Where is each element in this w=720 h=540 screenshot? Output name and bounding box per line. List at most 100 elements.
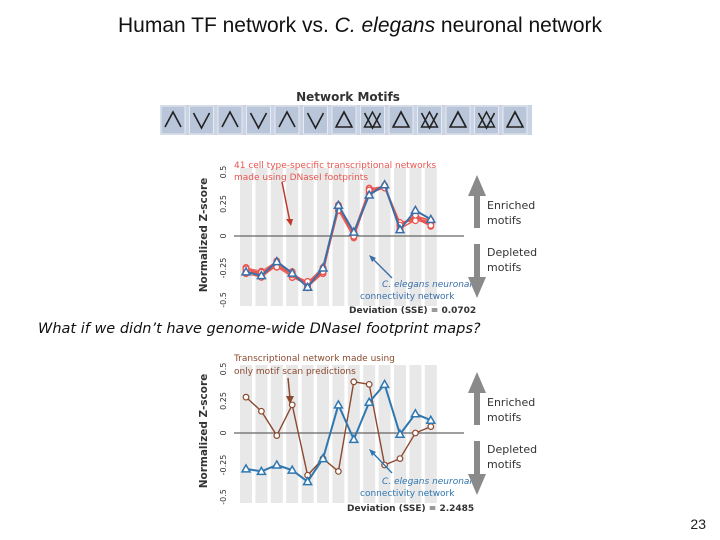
bottom-stripe bbox=[286, 365, 299, 503]
top-elegans-label-1: C. elegans neuronal bbox=[382, 280, 472, 290]
top-chart: 0.5 0.25 0 -0.25 -0.5 Normalized Z-score 41 … bbox=[198, 161, 537, 316]
bottom-elegans-label-1: C. elegans neuronal bbox=[382, 477, 472, 487]
top-stripe bbox=[409, 168, 422, 306]
bottom-elegans-point bbox=[425, 414, 437, 424]
bottom-ytick-label: -0.25 bbox=[219, 455, 228, 476]
bottom-elegans-point bbox=[363, 396, 375, 407]
slide-title: Human TF network vs. C. elegans neuronal… bbox=[117, 14, 603, 37]
top-stripe bbox=[240, 168, 252, 306]
bottom-ytick-label: 0 bbox=[219, 430, 228, 435]
bottom-stripe bbox=[301, 365, 314, 503]
motif-triangle-icon bbox=[363, 110, 382, 128]
motif-icon-box bbox=[417, 105, 442, 135]
motif-icon-box bbox=[274, 105, 300, 135]
bottom-deviation: Deviation (SSE) = 2.2485 bbox=[347, 504, 474, 514]
bottom-elegans-point bbox=[317, 453, 329, 463]
bottom-enriched-2: motifs bbox=[487, 411, 522, 424]
bottom-motif-scan-point bbox=[273, 432, 281, 439]
top-annotation-1: 41 cell type-specific transcriptional ne… bbox=[234, 161, 437, 171]
motif-triangle-icon bbox=[334, 110, 354, 128]
top-stripe bbox=[332, 168, 345, 306]
bottom-motif-scan-point bbox=[258, 407, 265, 415]
motif-triangle-icon bbox=[391, 110, 411, 128]
top-elegans-arrowhead bbox=[369, 255, 376, 262]
top-depleted-arrow bbox=[468, 244, 486, 298]
top-stripe bbox=[255, 168, 268, 306]
motif-icon-box bbox=[474, 105, 499, 135]
top-elegans-point bbox=[333, 199, 344, 210]
top-ytick-label: -0.25 bbox=[219, 258, 228, 279]
motif-icon bbox=[363, 112, 382, 130]
motif-icon bbox=[477, 112, 496, 130]
top-ytick-label: 0.25 bbox=[219, 195, 228, 213]
top-stripe bbox=[286, 168, 299, 306]
bottom-ytick-label: 0.25 bbox=[219, 392, 228, 410]
bottom-elegans-point bbox=[394, 428, 406, 439]
top-stripe bbox=[394, 168, 406, 306]
top-enriched-arrow bbox=[468, 175, 486, 228]
top-y-ticks: 0.5 0.25 0 -0.25 -0.5 bbox=[219, 166, 228, 308]
motif-icon-box bbox=[189, 105, 214, 135]
bottom-annotation-2: only motif scan predictions bbox=[234, 367, 356, 377]
bottom-stripe bbox=[424, 365, 437, 503]
top-elegans-point bbox=[317, 262, 329, 272]
top-annotation-arrowhead bbox=[286, 219, 293, 226]
top-elegans-point bbox=[286, 267, 298, 277]
top-ytick-label: 0 bbox=[219, 233, 228, 238]
motif-icon bbox=[306, 112, 325, 130]
top-elegans-point bbox=[256, 270, 267, 280]
bottom-stripe bbox=[240, 365, 252, 503]
motif-icon bbox=[420, 112, 439, 130]
top-series bbox=[240, 179, 437, 292]
bottom-stripe bbox=[317, 365, 329, 503]
question-caption: What if we didn’t have genome-wide DNase… bbox=[38, 321, 481, 337]
motif-icon bbox=[221, 110, 239, 128]
bottom-elegans-point bbox=[240, 463, 252, 473]
top-stripe bbox=[317, 168, 329, 306]
bottom-motif-scan-point bbox=[427, 423, 435, 431]
top-ylabel: Normalized Z-score bbox=[198, 178, 210, 293]
top-footprint-network-point bbox=[427, 222, 435, 229]
bottom-elegans-point bbox=[348, 433, 360, 444]
bottom-motif-scan-point bbox=[396, 455, 404, 463]
bottom-elegans-point bbox=[271, 459, 283, 469]
bottom-motif-scan-point bbox=[242, 393, 250, 401]
bottom-enriched-arrow bbox=[468, 372, 486, 425]
bottom-elegans-point bbox=[410, 408, 421, 418]
motif-icon bbox=[278, 110, 296, 128]
top-elegans-point bbox=[425, 213, 437, 224]
bottom-annotation-1: Transcriptional network made using bbox=[233, 354, 395, 364]
motif-icon-box bbox=[502, 105, 528, 135]
motif-icon bbox=[249, 112, 268, 130]
motif-icon-box bbox=[331, 105, 357, 135]
top-stripe bbox=[301, 168, 314, 306]
bottom-motif-scan-point bbox=[412, 429, 419, 437]
bottom-enriched-1: Enriched bbox=[487, 396, 535, 409]
bottom-elegans-point bbox=[302, 476, 313, 486]
top-enriched-1: Enriched bbox=[487, 199, 535, 212]
top-elegans-point bbox=[240, 266, 252, 276]
top-elegans-label-2: connectivity network bbox=[360, 292, 455, 302]
top-elegans-point bbox=[363, 189, 375, 199]
motif-icon-box bbox=[217, 105, 243, 135]
bottom-elegans-point bbox=[286, 464, 298, 474]
top-ytick-label: -0.5 bbox=[219, 292, 228, 308]
top-stripe bbox=[378, 168, 391, 306]
top-elegans-arrow bbox=[371, 257, 393, 279]
bottom-elegans-point bbox=[256, 465, 267, 476]
top-elegans-point bbox=[379, 179, 390, 189]
bottom-depleted-2: motifs bbox=[487, 458, 522, 471]
top-elegans-point bbox=[271, 256, 283, 266]
motif-icon-box bbox=[303, 105, 328, 135]
page-number: 23 bbox=[690, 516, 706, 532]
motif-triangle-icon bbox=[477, 110, 496, 128]
top-enriched-2: motifs bbox=[487, 214, 522, 227]
top-stripe bbox=[424, 168, 437, 306]
bottom-elegans-point bbox=[379, 378, 390, 389]
top-footprint-network-point bbox=[412, 217, 419, 225]
bottom-depleted-1: Depleted bbox=[487, 443, 537, 456]
bottom-elegans-arrowhead bbox=[369, 449, 376, 456]
bottom-elegans-point bbox=[333, 399, 344, 409]
bottom-elegans-arrow bbox=[371, 451, 393, 474]
